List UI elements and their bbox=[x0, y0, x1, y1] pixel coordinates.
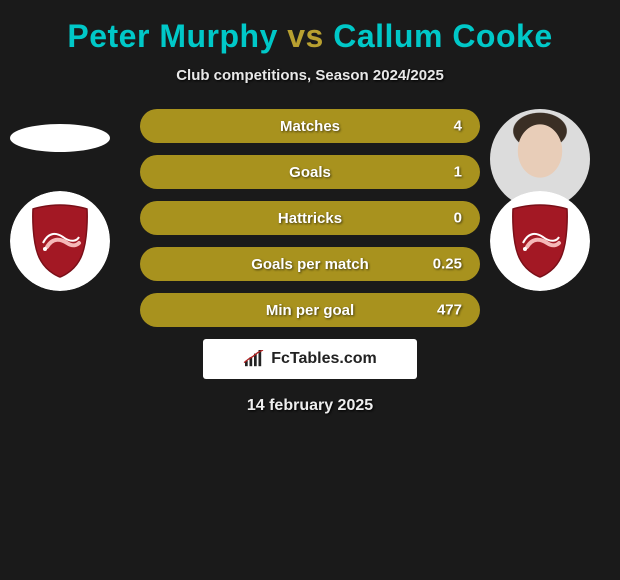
stat-label: Matches bbox=[280, 118, 340, 135]
branding-label: FcTables.com bbox=[271, 350, 377, 368]
comparison-title: Peter Murphy vs Callum Cooke bbox=[0, 18, 620, 55]
player1-avatar bbox=[10, 124, 110, 152]
player1-club-badge bbox=[10, 191, 110, 291]
player1-name: Peter Murphy bbox=[67, 18, 277, 54]
player2-name: Callum Cooke bbox=[333, 18, 552, 54]
stat-right-value: 1 bbox=[454, 164, 462, 181]
content-area: Matches 4 Goals 1 Hattricks 0 Goals per match 0… bbox=[0, 109, 620, 415]
stat-label: Hattricks bbox=[278, 210, 342, 227]
stat-row: Min per goal 477 bbox=[140, 293, 480, 327]
stat-row: Matches 4 bbox=[140, 109, 480, 143]
player2-club-badge bbox=[490, 191, 590, 291]
stat-row: Goals 1 bbox=[140, 155, 480, 189]
stat-label: Goals bbox=[289, 164, 331, 181]
subtitle: Club competitions, Season 2024/2025 bbox=[0, 67, 620, 84]
stats-list: Matches 4 Goals 1 Hattricks 0 Goals per match 0… bbox=[140, 109, 480, 327]
stat-right-value: 0.25 bbox=[433, 256, 462, 273]
branding-badge[interactable]: FcTables.com bbox=[203, 339, 417, 379]
stat-right-value: 0 bbox=[454, 210, 462, 227]
date-label: 14 february 2025 bbox=[10, 397, 610, 415]
stat-row: Goals per match 0.25 bbox=[140, 247, 480, 281]
shield-icon bbox=[27, 203, 93, 279]
stat-right-value: 4 bbox=[454, 118, 462, 135]
stat-right-value: 477 bbox=[437, 302, 462, 319]
stat-label: Min per goal bbox=[266, 302, 354, 319]
shield-icon bbox=[507, 203, 573, 279]
stat-row: Hattricks 0 bbox=[140, 201, 480, 235]
chart-icon bbox=[243, 350, 265, 368]
stat-label: Goals per match bbox=[251, 256, 369, 273]
vs-separator: vs bbox=[287, 18, 324, 54]
